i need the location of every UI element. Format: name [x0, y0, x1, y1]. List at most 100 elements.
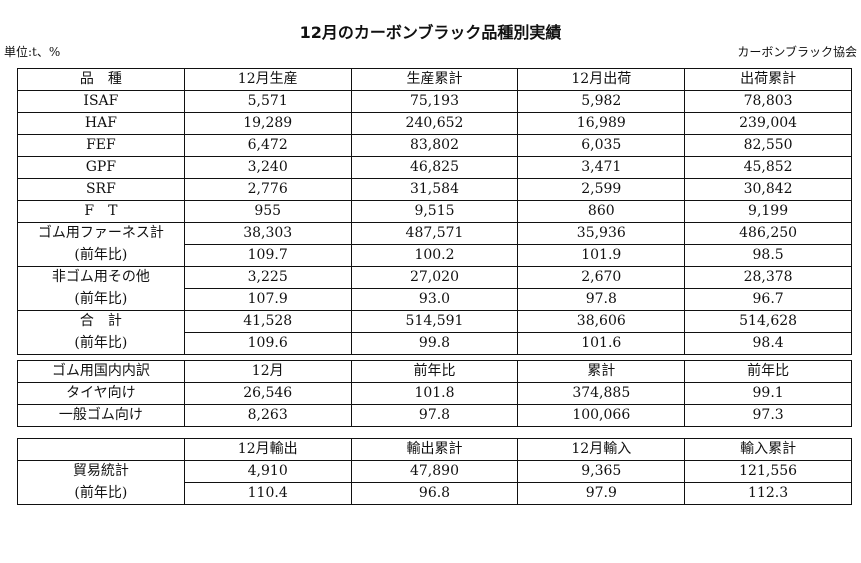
table-cell: 19,289	[183, 112, 352, 135]
table-cell: 78,803	[684, 90, 852, 113]
table-cell: 109.6	[183, 332, 352, 355]
table-cell: 6,472	[183, 134, 352, 157]
table-cell: 98.4	[684, 332, 852, 355]
column-header: 12月輸出	[183, 438, 352, 461]
table-cell: 110.4	[183, 482, 352, 505]
table-cell: 83,802	[350, 134, 519, 157]
table-cell: 47,890	[350, 460, 519, 483]
row-label: タイヤ向け	[17, 382, 185, 405]
table-cell: 101.8	[350, 382, 519, 405]
row-label: (前年比)	[17, 244, 185, 267]
table-row: タイヤ向け 26,546 101.8 374,885 99.1	[17, 382, 852, 405]
table-cell: 97.3	[684, 404, 852, 427]
table-row: 一般ゴム向け 8,263 97.8 100,066 97.3	[17, 404, 852, 427]
table-cell: 100.2	[350, 244, 519, 267]
domestic-breakdown-table: ゴム用国内内訳 12月 前年比 累計 前年比 タイヤ向け 26,546 101.8 374,88…	[17, 360, 852, 427]
table-cell: 3,225	[183, 266, 352, 289]
table-cell: 374,885	[517, 382, 686, 405]
table-cell: 955	[183, 200, 352, 223]
table-cell: 35,936	[517, 222, 686, 245]
row-label: (前年比)	[17, 288, 185, 311]
table-cell: 2,776	[183, 178, 352, 201]
table-row: GPF 3,240 46,825 3,471 45,852	[17, 156, 852, 179]
table-row: FEF 6,472 83,802 6,035 82,550	[17, 134, 852, 157]
row-label: F T	[17, 200, 185, 223]
table-cell: 82,550	[684, 134, 852, 157]
row-label: 一般ゴム向け	[17, 404, 185, 427]
table-cell: 93.0	[350, 288, 519, 311]
table-row: F T 955 9,515 860 9,199	[17, 200, 852, 223]
row-label: ゴム用ファーネス計	[17, 222, 185, 245]
table-cell: 5,982	[517, 90, 686, 113]
unit-label: 単位:t、%	[4, 45, 61, 59]
table-row: (前年比) 109.7 100.2 101.9 98.5	[17, 244, 852, 267]
column-header: 12月	[183, 360, 352, 383]
table-cell: 75,193	[350, 90, 519, 113]
table-cell: 487,571	[350, 222, 519, 245]
row-label: HAF	[17, 112, 185, 135]
column-header: 輸入累計	[684, 438, 852, 461]
table-cell: 97.8	[350, 404, 519, 427]
header-row: ゴム用国内内訳 12月 前年比 累計 前年比	[17, 360, 852, 383]
table-cell: 38,303	[183, 222, 352, 245]
table-row: ISAF 5,571 75,193 5,982 78,803	[17, 90, 852, 113]
row-label: (前年比)	[17, 482, 185, 505]
table-row: 貿易統計 4,910 47,890 9,365 121,556	[17, 460, 852, 483]
table-cell: 8,263	[183, 404, 352, 427]
table-row: 合 計 41,528 514,591 38,606 514,628	[17, 310, 852, 333]
table-cell: 5,571	[183, 90, 352, 113]
table-cell: 240,652	[350, 112, 519, 135]
column-header: 前年比	[350, 360, 519, 383]
table-cell: 860	[517, 200, 686, 223]
row-label: ISAF	[17, 90, 185, 113]
table-cell: 99.1	[684, 382, 852, 405]
table-cell: 9,199	[684, 200, 852, 223]
column-header: 累計	[517, 360, 686, 383]
table-cell: 26,546	[183, 382, 352, 405]
page-title: 12月のカーボンブラック品種別実績	[299, 23, 562, 42]
row-label: 合 計	[17, 310, 185, 333]
table-cell: 97.9	[517, 482, 686, 505]
table-cell: 112.3	[684, 482, 852, 505]
table-cell: 101.9	[517, 244, 686, 267]
header-row: 12月輸出 輸出累計 12月輸入 輸入累計	[17, 438, 852, 461]
table-cell: 38,606	[517, 310, 686, 333]
table-cell: 41,528	[183, 310, 352, 333]
table-cell: 514,628	[684, 310, 852, 333]
table-cell: 9,515	[350, 200, 519, 223]
column-header: 品 種	[17, 68, 185, 91]
table-cell: 27,020	[350, 266, 519, 289]
column-header: ゴム用国内内訳	[17, 360, 185, 383]
column-header: 出荷累計	[684, 68, 852, 91]
column-header: 12月生産	[183, 68, 352, 91]
table-row: 非ゴム用その他 3,225 27,020 2,670 28,378	[17, 266, 852, 289]
table-cell: 46,825	[350, 156, 519, 179]
table-cell: 9,365	[517, 460, 686, 483]
table-cell: 100,066	[517, 404, 686, 427]
table-cell: 96.7	[684, 288, 852, 311]
table-cell: 99.8	[350, 332, 519, 355]
table-cell: 486,250	[684, 222, 852, 245]
row-label: FEF	[17, 134, 185, 157]
row-label: GPF	[17, 156, 185, 179]
trade-statistics-table: 12月輸出 輸出累計 12月輸入 輸入累計 貿易統計 4,910 47,890 9,365 12…	[17, 438, 852, 505]
organization-label: カーボンブラック協会	[737, 45, 857, 59]
column-header	[17, 438, 185, 461]
table-cell: 16,989	[517, 112, 686, 135]
table-cell: 4,910	[183, 460, 352, 483]
table-cell: 98.5	[684, 244, 852, 267]
table-cell: 30,842	[684, 178, 852, 201]
table-row: (前年比) 109.6 99.8 101.6 98.4	[17, 332, 852, 355]
table-cell: 31,584	[350, 178, 519, 201]
table-cell: 101.6	[517, 332, 686, 355]
table-row: ゴム用ファーネス計 38,303 487,571 35,936 486,250	[17, 222, 852, 245]
table-row: HAF 19,289 240,652 16,989 239,004	[17, 112, 852, 135]
row-label: (前年比)	[17, 332, 185, 355]
production-table: 品 種 12月生産 生産累計 12月出荷 出荷累計 ISAF 5,571 75,193 5,98…	[17, 68, 852, 355]
column-header: 輸出累計	[350, 438, 519, 461]
row-label: 非ゴム用その他	[17, 266, 185, 289]
column-header: 生産累計	[350, 68, 519, 91]
table-cell: 514,591	[350, 310, 519, 333]
table-cell: 45,852	[684, 156, 852, 179]
table-row: (前年比) 107.9 93.0 97.8 96.7	[17, 288, 852, 311]
